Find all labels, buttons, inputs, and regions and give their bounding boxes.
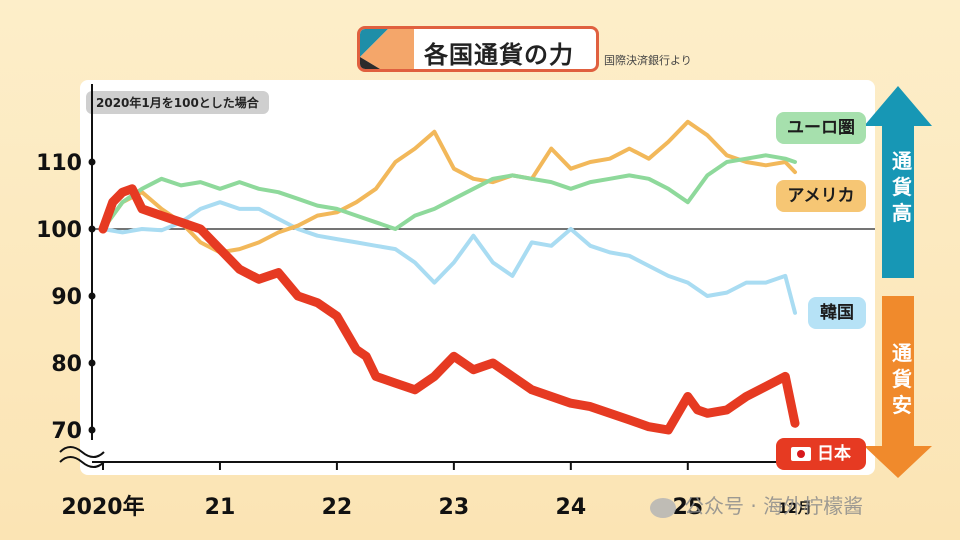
x-tick-label: 25 (672, 495, 703, 520)
x-tick-label: 22 (322, 495, 353, 520)
side-label-strong: 通貨高 (892, 149, 912, 225)
watermark-text: 公众号 · 海外柠檬酱 (684, 494, 864, 518)
series-line-euro (101, 153, 797, 231)
wechat-icon (650, 497, 676, 518)
y-tick-dot (88, 225, 96, 233)
y-tick-label: 70 (51, 419, 82, 444)
y-tick-label: 110 (36, 151, 82, 176)
y-tick-dot (88, 158, 96, 166)
x-tick-label: 2020年 (61, 494, 144, 520)
y-tick-label: 90 (51, 285, 82, 310)
x-tick-label: 21 (205, 495, 236, 520)
series-line-korea (101, 200, 797, 315)
axis-break-mark (59, 446, 105, 468)
baseline-note: 2020年1月を100とした場合 (86, 91, 269, 114)
x-tick-label: 12月 (778, 501, 811, 517)
axis-layer: 110 100 90 80 70 2020年 21 22 23 24 25 12月 (36, 84, 875, 520)
y-tick-dot (88, 426, 96, 434)
side-label-weak: 通貨安 (892, 341, 912, 417)
watermark: 公众号 · 海外柠檬酱 (650, 490, 863, 519)
title-box: 各国通貨の力 (357, 26, 599, 72)
japan-flag-icon (791, 447, 811, 461)
legend-euro: ユーロ圏 (776, 112, 866, 144)
arrow-layer (864, 86, 932, 478)
series-line-japan (98, 184, 800, 435)
title-corner-decoration (360, 29, 414, 69)
y-tick-dot (88, 292, 96, 300)
source-label: 国際決済銀行より (604, 54, 692, 67)
lines-layer (98, 119, 800, 435)
legend-japan: 日本 (776, 438, 866, 470)
strength-down-arrow (864, 296, 932, 478)
legend-japan-label: 日本 (817, 444, 851, 464)
y-tick-label: 100 (36, 218, 82, 243)
y-tick-label: 80 (51, 352, 82, 377)
x-tick-label: 24 (556, 495, 587, 520)
x-tick-label: 23 (439, 495, 470, 520)
chart-panel (80, 80, 875, 475)
strength-up-arrow (864, 86, 932, 278)
chart-title: 各国通貨の力 (424, 41, 574, 69)
legend-usa: アメリカ (776, 180, 866, 212)
y-tick-dot (88, 359, 96, 367)
legend-korea: 韓国 (808, 297, 866, 329)
